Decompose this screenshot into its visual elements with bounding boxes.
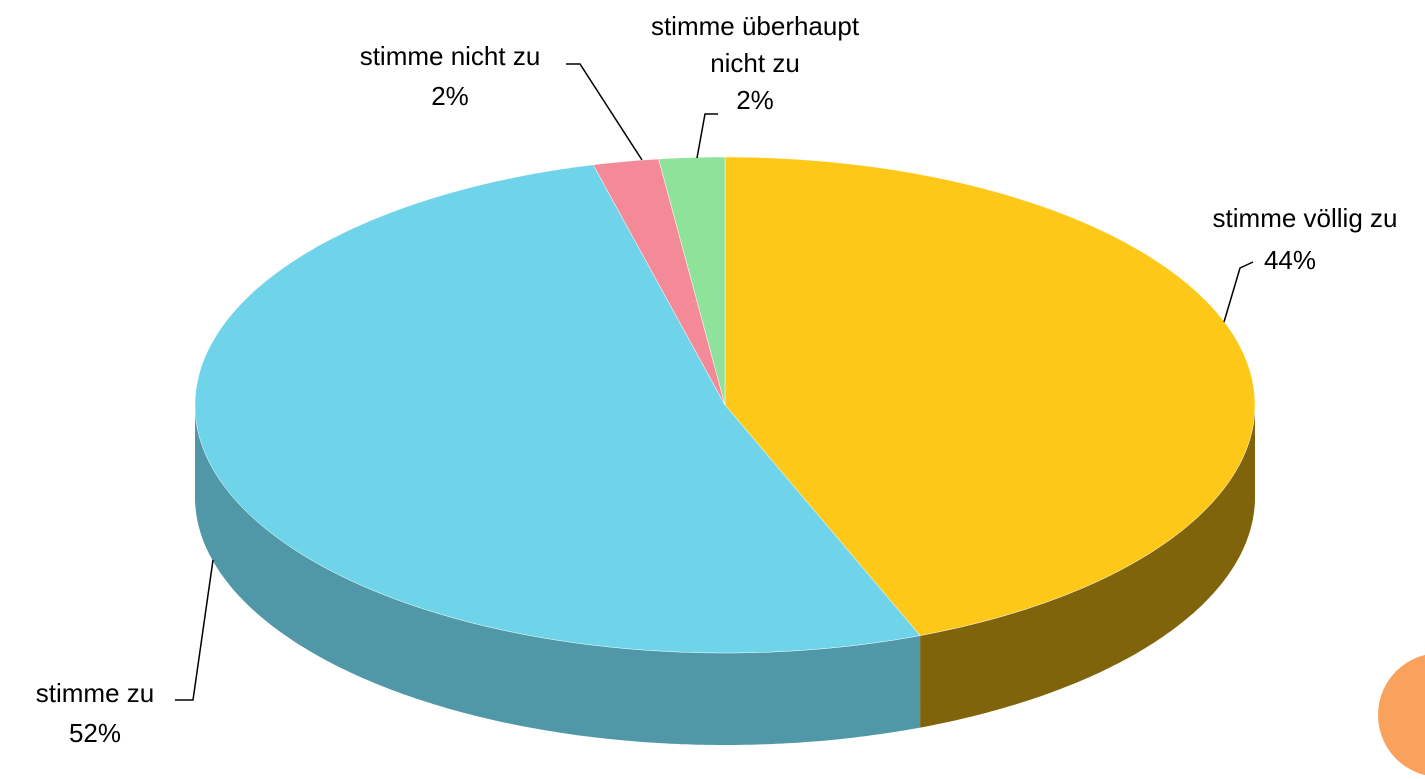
pie-slice-side	[195, 405, 921, 745]
pie-slice	[658, 156, 726, 406]
decor-circle	[1378, 654, 1425, 776]
pie-slice	[592, 158, 726, 406]
slice-value-label: 52%	[68, 718, 122, 748]
slice-value-label: 2%	[431, 81, 469, 111]
leader-line	[1223, 261, 1254, 323]
pie-slice-side	[920, 405, 1255, 728]
slice-label: stimme nicht zu	[359, 41, 541, 71]
pie-slice	[724, 156, 1256, 636]
leader-line	[175, 559, 214, 701]
leader-line	[696, 113, 718, 159]
slice-value-label: 44%	[1263, 245, 1317, 275]
slice-label: stimme völlig zu	[1212, 203, 1398, 233]
leader-line	[566, 63, 643, 161]
slice-label: stimme zu	[35, 678, 155, 708]
slice-value-label: 2%	[736, 85, 774, 115]
pie	[194, 156, 1256, 745]
pie-slice	[194, 164, 921, 654]
slice-label: stimme überhaupt nicht zu	[650, 11, 860, 78]
